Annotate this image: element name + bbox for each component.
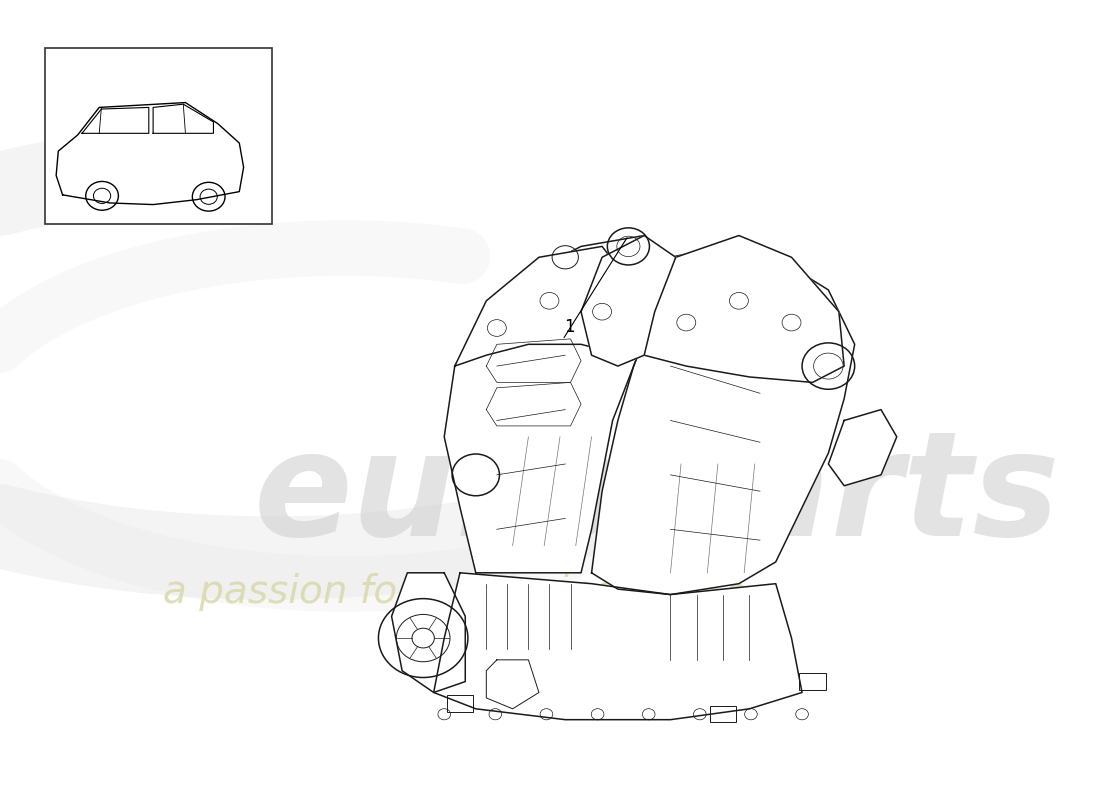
Bar: [45, 48, 272, 224]
Polygon shape: [581, 235, 675, 366]
Polygon shape: [444, 235, 654, 573]
Polygon shape: [433, 573, 802, 720]
Bar: [710, 706, 736, 722]
Polygon shape: [486, 660, 539, 709]
Text: europarts: europarts: [254, 426, 1060, 566]
Polygon shape: [592, 246, 855, 594]
Polygon shape: [454, 246, 645, 366]
Polygon shape: [828, 410, 896, 486]
Text: a passion for parts since 1985: a passion for parts since 1985: [163, 573, 750, 611]
Bar: [447, 695, 473, 711]
Bar: [800, 674, 826, 690]
Polygon shape: [645, 235, 844, 382]
Text: 1: 1: [564, 318, 575, 336]
Polygon shape: [392, 573, 465, 693]
